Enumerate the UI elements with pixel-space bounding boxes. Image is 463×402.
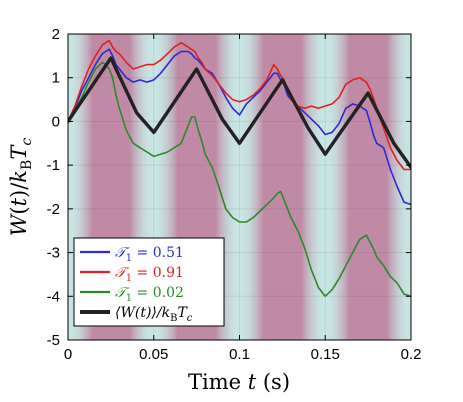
y-tick-label: 0 <box>52 113 60 130</box>
temperature-bands <box>68 34 411 340</box>
y-axis-ticks: 2 1 0 -1 -2 -3 -4 -5 <box>47 26 411 349</box>
hot-band <box>239 34 326 340</box>
legend-entry-label: ⟨W(t)⟩/kBTc <box>115 305 193 324</box>
x-axis-label: Time t (s) <box>188 370 290 394</box>
y-tick-label: -3 <box>47 245 60 262</box>
x-axis-ticks: 0 0.05 0.1 0.15 0.2 <box>64 34 422 363</box>
y-tick-label: -2 <box>47 201 60 218</box>
y-tick-label: 1 <box>52 70 60 87</box>
legend-entry-label: 𝒯1 = 0.02 <box>115 285 184 304</box>
series-lines <box>68 39 411 298</box>
x-tick-label: 0.2 <box>401 346 422 363</box>
x-tick-label: 0.1 <box>229 346 250 363</box>
y-tick-label: -5 <box>47 332 60 349</box>
y-axis-label: W(t)/kBTc <box>7 138 35 237</box>
x-tick-label: 0.15 <box>311 346 340 363</box>
y-tick-label: -4 <box>47 288 60 305</box>
y-tick-label: -1 <box>47 157 60 174</box>
series-line-3 <box>68 56 411 170</box>
x-tick-label: 0.05 <box>139 346 168 363</box>
series-line-2 <box>68 61 411 298</box>
x-tick-label: 0 <box>64 346 72 363</box>
series-line-1 <box>68 39 411 171</box>
y-tick-label: 2 <box>52 26 60 43</box>
